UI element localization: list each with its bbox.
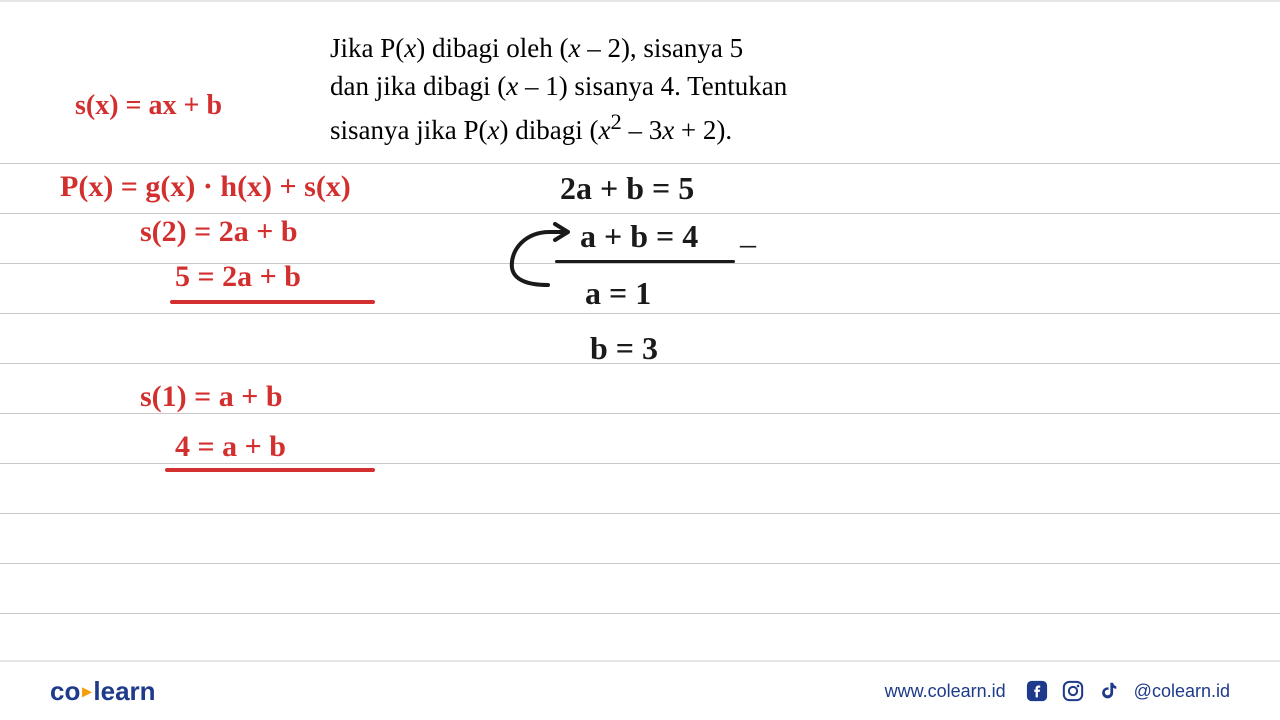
- logo: co▸learn: [50, 676, 156, 707]
- work-b: b = 3: [590, 330, 658, 367]
- q-l3-x3: x: [662, 115, 674, 145]
- work-five: 5 = 2a + b: [175, 260, 301, 294]
- facebook-icon: [1026, 680, 1048, 702]
- q-l3-p2: ) dibagi (: [499, 115, 598, 145]
- q-l2-x: x: [506, 71, 518, 101]
- ruled-line: [0, 313, 1280, 314]
- ruled-line: [0, 163, 1280, 164]
- minus-sign: –: [740, 225, 756, 262]
- instagram-icon: [1062, 680, 1084, 702]
- q-l3-x2: x: [598, 115, 610, 145]
- underline-red-1: [170, 300, 375, 304]
- underline-black: [555, 260, 735, 263]
- q-l3-p1: sisanya jika P(: [330, 115, 487, 145]
- underline-red-2: [165, 468, 375, 472]
- ruled-line: [0, 613, 1280, 614]
- work-px: P(x) = g(x) · h(x) + s(x): [60, 170, 351, 204]
- q-l2-p1: dan jika dibagi (: [330, 71, 506, 101]
- q-l3-sup: 2: [610, 109, 621, 134]
- work-s1: s(1) = a + b: [140, 380, 283, 414]
- footer-url: www.colearn.id: [885, 681, 1006, 702]
- footer-handle: @colearn.id: [1134, 681, 1230, 702]
- logo-learn: learn: [93, 676, 155, 707]
- q-l1-x: x: [404, 33, 416, 63]
- footer: co▸learn www.colearn.id @colearn.id: [0, 660, 1280, 720]
- q-l3-x: x: [487, 115, 499, 145]
- work-eq2: a + b = 4: [580, 218, 698, 255]
- q-l1-p1: Jika P(: [330, 33, 404, 63]
- ruled-line: [0, 513, 1280, 514]
- q-l2-p2: – 1) sisanya 4. Tentukan: [518, 71, 787, 101]
- work-four: 4 = a + b: [175, 430, 286, 464]
- top-border: [0, 0, 1280, 2]
- q-l1-x2: x: [568, 33, 580, 63]
- ruled-line: [0, 563, 1280, 564]
- ruled-line: [0, 213, 1280, 214]
- q-l1-p2: ) dibagi oleh (: [416, 33, 568, 63]
- q-l3-p4: + 2).: [674, 115, 732, 145]
- q-l3-p3: – 3: [622, 115, 663, 145]
- logo-co: co: [50, 676, 80, 707]
- logo-dot-icon: ▸: [82, 681, 91, 702]
- q-l1-p3: – 2), sisanya 5: [580, 33, 743, 63]
- work-s2: s(2) = 2a + b: [140, 215, 298, 249]
- work-eq1: 2a + b = 5: [560, 170, 694, 207]
- arrow-curve-icon: [500, 220, 580, 290]
- question-text: Jika P(x) dibagi oleh (x – 2), sisanya 5…: [330, 30, 930, 149]
- work-sx: s(x) = ax + b: [75, 90, 222, 122]
- tiktok-icon: [1098, 680, 1120, 702]
- footer-right: www.colearn.id @colearn.id: [885, 680, 1230, 702]
- work-a: a = 1: [585, 275, 651, 312]
